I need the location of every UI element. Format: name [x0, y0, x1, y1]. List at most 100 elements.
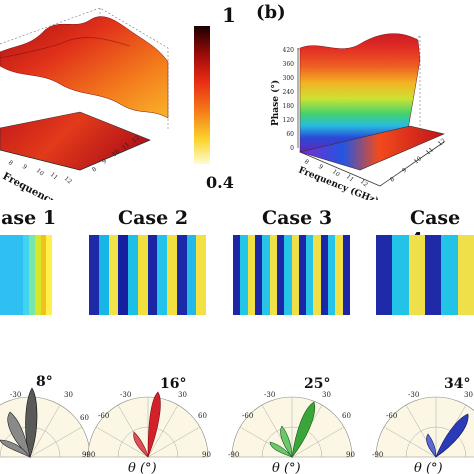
polar-4-tick: -60: [386, 412, 397, 420]
case-4-map: [376, 235, 474, 315]
polar-2-tick: -60: [98, 412, 109, 420]
phase-tick: 12: [359, 178, 369, 188]
polar-spoke: [95, 426, 149, 458]
stripe: [392, 235, 409, 315]
stripe: [176, 235, 187, 315]
amplitude-surface: [0, 16, 169, 119]
stripe: [328, 235, 336, 315]
polar-3-tick: 30: [322, 391, 331, 399]
case-2-map: [89, 235, 206, 315]
stripe: [376, 235, 393, 315]
polar-3-tick: -30: [264, 391, 275, 399]
surface-a-tick: 12: [63, 175, 73, 185]
phase-floor-axis: [379, 141, 445, 187]
stripe: [137, 235, 148, 315]
case-3-title: Case 3: [262, 207, 333, 229]
surface-a-tick: 8: [7, 159, 15, 167]
colorbar-min-label: 0.4: [206, 173, 234, 192]
phase-tick: 10: [413, 155, 423, 165]
floor-axis-line: [79, 139, 151, 171]
phase-floor-axis: [299, 151, 381, 187]
radiation-lobe-side: [133, 431, 149, 458]
phase-z-tick: 0: [290, 145, 294, 152]
stripe: [118, 235, 128, 315]
stripe: [298, 235, 307, 315]
surface-a-tick: 8: [91, 166, 99, 174]
surface-a-tick: 9: [21, 163, 29, 171]
panel-b-label: (b): [256, 2, 286, 23]
phase-tick: 8: [303, 158, 311, 166]
stripe: [17, 235, 24, 315]
stripe: [147, 235, 158, 315]
surface-a-tick: 10: [35, 167, 45, 177]
stripe: [335, 235, 343, 315]
phase-z-tick: 120: [283, 117, 295, 124]
phase-surface-plot: 0 60 120 180 240 300 360 420 Phase (°) 8…: [270, 33, 447, 200]
surface-a-tick: 10: [111, 148, 121, 158]
polar-3-tick: 90: [346, 451, 355, 459]
radiation-lobe-main: [291, 401, 316, 459]
polar-1-angle: 8°: [36, 374, 53, 390]
polar-4-tick: -90: [372, 451, 383, 459]
phase-z-tick: 60: [286, 131, 294, 138]
polar-spoke: [29, 404, 61, 458]
polar-2-tick: 90: [202, 451, 211, 459]
stripe: [457, 235, 474, 315]
stripe: [108, 235, 119, 315]
polar-1-tick: -30: [10, 391, 21, 399]
phase-z-tick: 180: [283, 103, 295, 110]
polar-2-angle: 16°: [160, 376, 186, 392]
stripe: [441, 235, 458, 315]
stripe: [46, 235, 53, 315]
colorbar: 1 0.4: [194, 3, 236, 192]
radiation-lobe-main: [25, 387, 38, 458]
polar-2-tick: -30: [120, 391, 131, 399]
stripe: [128, 235, 138, 315]
polar-plot-2: 16° -60 -30 30 60 -90 90 θ (°): [84, 376, 211, 474]
phase-tick: 11: [425, 146, 435, 156]
polar-3-tick: -60: [242, 412, 253, 420]
stripe: [89, 235, 99, 315]
polar-2-tick: 30: [178, 391, 187, 399]
phase-z-tick: 240: [283, 89, 295, 96]
stripe: [11, 235, 18, 315]
radiation-lobe-main: [435, 413, 469, 458]
floor-axis-line: [0, 149, 81, 171]
phase-floor-projection: [298, 125, 445, 171]
polar-3-angle: 25°: [304, 376, 330, 392]
radiation-lobe-side: [0, 439, 31, 458]
polar-plot-4: 34° -60 -30 30 -90 θ (°): [372, 376, 474, 474]
phase-tick: 8: [389, 176, 397, 184]
polar-plot-3: 25° -60 -30 30 60 -90 90 θ (°): [228, 376, 355, 474]
phase-z-tick: 300: [283, 75, 295, 82]
phase-z-label: Phase (°): [270, 80, 281, 126]
polar-spoke: [29, 426, 83, 458]
case-1-map: [0, 235, 58, 315]
radiation-lobe-side: [280, 425, 293, 458]
polar-spoke: [147, 404, 179, 458]
stripe: [424, 235, 442, 315]
surface-a-tick: 11: [49, 171, 59, 181]
stripe: [233, 235, 241, 315]
polar-1-tick: 30: [64, 391, 73, 399]
stripe: [269, 235, 277, 315]
stripe: [23, 235, 29, 315]
stripe: [342, 235, 350, 315]
polar-3-tick: 60: [342, 412, 351, 420]
colorbar-gradient: [194, 26, 210, 164]
radiation-lobe-side: [269, 441, 293, 458]
amplitude-floor-projection: [0, 111, 151, 171]
stripe: [408, 235, 425, 315]
case-1-title: Case 1: [0, 207, 57, 229]
stripe: [0, 235, 6, 315]
stripe: [40, 235, 47, 315]
stripe: [291, 235, 299, 315]
case-2-title: Case 2: [118, 207, 189, 229]
stripe: [262, 235, 270, 315]
polar-4-angle: 34°: [444, 376, 470, 392]
stripe: [313, 235, 321, 315]
radiation-lobe-main: [147, 391, 161, 458]
radiation-lobe-side: [426, 433, 437, 458]
stripe: [254, 235, 263, 315]
phase-z-tick: 360: [283, 61, 295, 68]
